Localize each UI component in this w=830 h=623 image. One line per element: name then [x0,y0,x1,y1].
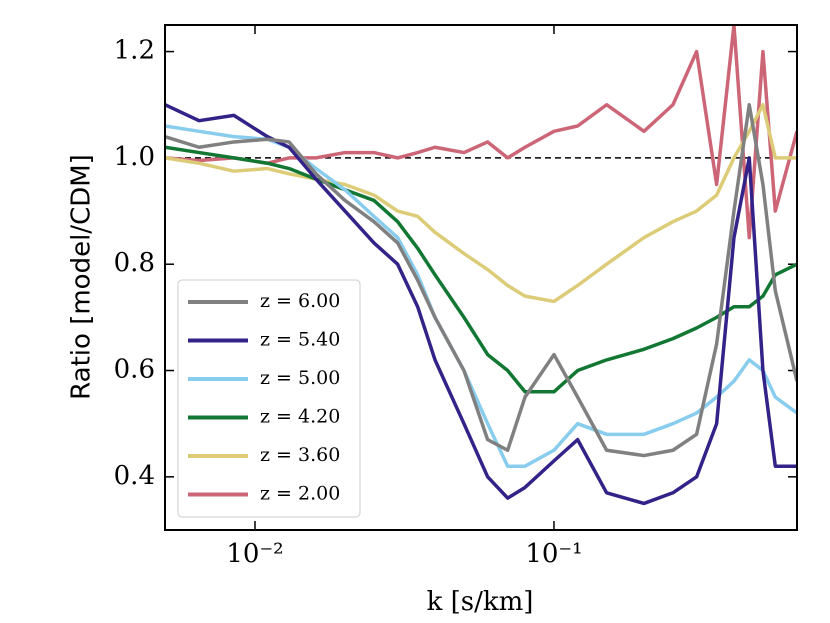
x-axis-label: k [s/km] [427,587,534,617]
legend-label: z = 5.00 [260,367,340,389]
y-tick-label: 0.4 [114,461,155,491]
series-line [165,103,797,506]
series-line [165,102,797,458]
y-tick-label: 0.6 [114,355,155,385]
legend-label: z = 4.20 [260,406,340,428]
legend-box [177,279,361,518]
axes-frame [164,24,798,531]
legend-label: z = 6.00 [260,290,340,312]
x-tick-label: 10⁻² [226,539,283,569]
y-tick-label: 1.2 [114,36,155,66]
y-tick-label: 0.8 [114,248,155,278]
legend-label: z = 2.00 [260,483,340,505]
legend-label: z = 5.40 [260,329,340,351]
y-tick-label: 1.0 [114,142,155,172]
series-line [165,102,797,304]
legend-label: z = 3.60 [260,444,340,466]
x-tick-label: 10⁻¹ [525,539,582,569]
y-axis-label: Ratio [model/CDM] [67,154,97,400]
plot-area [165,25,797,506]
